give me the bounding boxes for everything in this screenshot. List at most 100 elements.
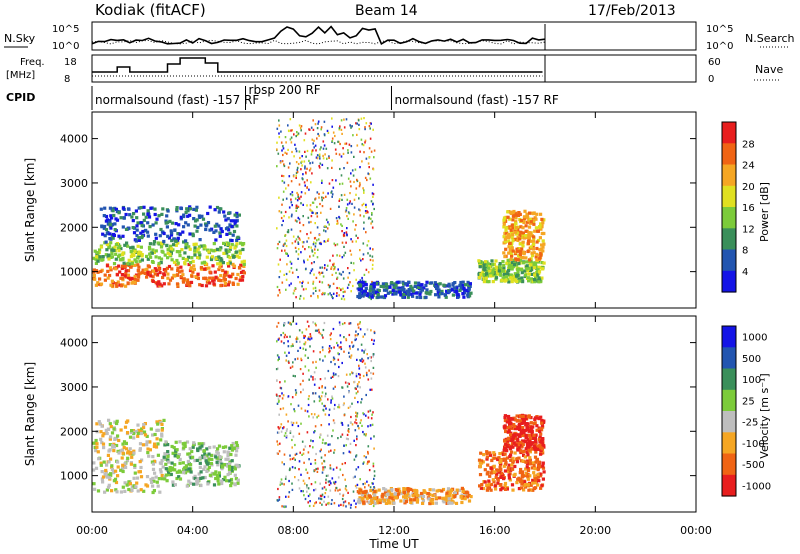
- heatmap-cell: [317, 296, 319, 299]
- heatmap-cell: [290, 215, 293, 218]
- heatmap-cell: [132, 451, 136, 455]
- colorbar-frame: [721, 325, 737, 497]
- heatmap-cell: [308, 477, 310, 480]
- heatmap-cell: [307, 487, 310, 490]
- heatmap-cell: [276, 247, 279, 250]
- heatmap-cell: [542, 470, 546, 474]
- heatmap-cell: [376, 293, 380, 297]
- heatmap-cell: [296, 337, 299, 340]
- heatmap-cell: [188, 205, 192, 209]
- heatmap-cell: [199, 476, 203, 480]
- heatmap-cell: [148, 225, 152, 229]
- heatmap-cell: [184, 464, 188, 468]
- heatmap-cell: [139, 251, 143, 255]
- heatmap-cell: [346, 227, 348, 230]
- heatmap-cell: [294, 219, 297, 222]
- heatmap-cell: [340, 297, 343, 300]
- heatmap-cell: [510, 483, 515, 487]
- heatmap-cell: [312, 282, 314, 285]
- heatmap-cell: [373, 331, 376, 335]
- heatmap-cell: [136, 269, 141, 273]
- heatmap-cell: [296, 191, 298, 195]
- heatmap-cell: [351, 423, 354, 426]
- heatmap-cell: [453, 286, 457, 290]
- heatmap-cell: [527, 445, 531, 449]
- heatmap-cell: [294, 466, 296, 470]
- heatmap-cell: [308, 128, 310, 131]
- heatmap-cell: [524, 234, 528, 238]
- heatmap-cell: [281, 397, 284, 400]
- heatmap-cell: [501, 452, 505, 457]
- heatmap-cell: [530, 425, 534, 429]
- heatmap-cell: [282, 394, 285, 397]
- heatmap-cell: [441, 499, 445, 503]
- heatmap-cell: [314, 392, 317, 395]
- heatmap-cell: [359, 181, 361, 185]
- heatmap-cell: [360, 419, 362, 422]
- heatmap-cell: [369, 287, 373, 291]
- heatmap-cell: [349, 421, 352, 424]
- heatmap-cell: [502, 235, 506, 239]
- heatmap-cell: [290, 267, 293, 270]
- heatmap-cell: [391, 292, 395, 296]
- heatmap-cell: [529, 231, 533, 235]
- heatmap-cell: [501, 486, 506, 490]
- heatmap-cell: [383, 294, 388, 298]
- heatmap-cell: [278, 356, 280, 359]
- heatmap-cell: [191, 259, 195, 264]
- heatmap-cell: [160, 212, 164, 216]
- heatmap-cell: [538, 278, 542, 282]
- heatmap-cell: [522, 453, 526, 457]
- heatmap-cell: [199, 223, 203, 227]
- heatmap-cell: [508, 416, 512, 421]
- heatmap-cell: [327, 239, 329, 242]
- heatmap-cell: [306, 167, 308, 170]
- heatmap-cell: [519, 225, 523, 229]
- power-y-axis-label: Slant Range [km]: [23, 158, 37, 262]
- heatmap-cell: [170, 239, 174, 243]
- heatmap-cell: [533, 273, 537, 277]
- heatmap-cell: [299, 340, 301, 343]
- heatmap-cell: [165, 225, 169, 229]
- heatmap-cell: [502, 477, 506, 481]
- heatmap-cell: [355, 330, 357, 333]
- heatmap-cell: [224, 218, 228, 222]
- heatmap-cell: [109, 435, 113, 439]
- heatmap-cell: [129, 250, 133, 254]
- heatmap-cell: [293, 410, 296, 413]
- heatmap-cell: [105, 475, 109, 479]
- heatmap-cell: [320, 398, 322, 401]
- heatmap-cell: [511, 239, 515, 243]
- heatmap-cell: [203, 267, 207, 271]
- heatmap-cell: [322, 408, 325, 411]
- heatmap-cell: [354, 396, 356, 399]
- heatmap-cell: [367, 295, 370, 299]
- heatmap-cell: [509, 251, 513, 255]
- heatmap-cell: [428, 502, 432, 506]
- heatmap-cell: [283, 324, 285, 327]
- heatmap-cell: [506, 425, 510, 430]
- heatmap-cell: [310, 153, 313, 156]
- heatmap-cell: [372, 342, 375, 345]
- heatmap-cell: [92, 461, 96, 465]
- heatmap-cell: [356, 178, 358, 181]
- heatmap-cell: [276, 325, 278, 328]
- heatmap-cell: [368, 166, 370, 169]
- heatmap-cell: [496, 469, 500, 473]
- heatmap-cell: [232, 264, 237, 268]
- heatmap-cell: [329, 207, 332, 210]
- heatmap-cell: [205, 462, 209, 466]
- heatmap-cell: [507, 414, 511, 419]
- heatmap-cell: [407, 293, 411, 297]
- heatmap-cell: [144, 215, 148, 219]
- heatmap-cell: [285, 429, 288, 432]
- heatmap-cell: [481, 460, 485, 464]
- heatmap-cell: [146, 209, 150, 213]
- heatmap-cell: [384, 282, 389, 286]
- heatmap-cell: [540, 428, 544, 432]
- heatmap-cell: [360, 401, 362, 404]
- heatmap-cell: [179, 265, 183, 269]
- heatmap-cell: [297, 193, 299, 196]
- heatmap-cell: [185, 281, 189, 285]
